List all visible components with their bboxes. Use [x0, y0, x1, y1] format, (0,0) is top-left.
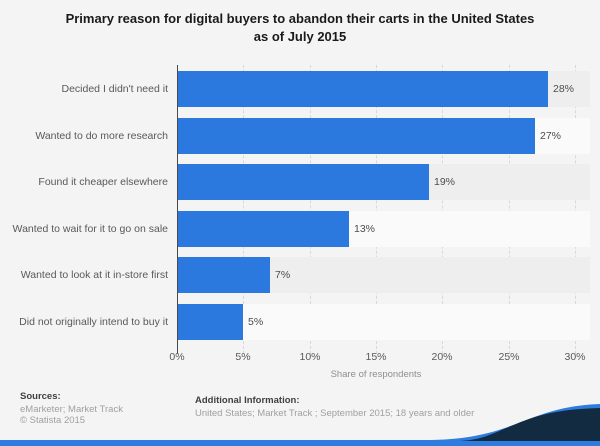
bar-3 — [177, 164, 429, 200]
category-label: Did not originally intend to buy it — [19, 316, 168, 328]
category-label: Wanted to look at it in-store first — [20, 269, 168, 281]
gridline-20% — [442, 65, 443, 354]
additional-info-heading: Additional Information: — [195, 395, 300, 406]
chart-title: Primary reason for digital buyers to aba… — [30, 10, 570, 46]
x-axis-title: Share of respondents — [330, 369, 422, 380]
sources-text: eMarketer; Market Track — [20, 403, 123, 415]
x-tick-label: 5% — [235, 351, 251, 363]
x-tick-label: 25% — [498, 351, 520, 363]
bar-1 — [177, 71, 548, 107]
gridline-10% — [310, 65, 311, 354]
sources-heading: Sources: — [20, 391, 61, 402]
gridline-5% — [243, 65, 244, 354]
x-tick-label: 15% — [365, 351, 387, 363]
category-label: Wanted to do more research — [35, 130, 168, 142]
bar-4 — [177, 211, 349, 247]
x-tick-label: 0% — [169, 351, 185, 363]
bar-5 — [177, 257, 270, 293]
bar-value-label: 7% — [275, 269, 291, 281]
chart-title-line1: Primary reason for digital buyers to aba… — [65, 11, 535, 26]
sources-block: Sources: eMarketer; Market Track © Stati… — [20, 391, 185, 427]
y-axis-line — [177, 65, 178, 354]
row-band — [177, 304, 590, 340]
chart-title-line2: as of July 2015 — [253, 29, 347, 44]
gridline-30% — [575, 65, 576, 354]
bar-value-label: 28% — [553, 83, 575, 95]
x-tick-label: 20% — [431, 351, 453, 363]
additional-info-text: United States; Market Track ; September … — [195, 407, 475, 419]
plot-area: 28% 27% 19% 13% 7% 5% — [177, 65, 590, 354]
gridline-15% — [376, 65, 377, 354]
bar-value-label: 13% — [354, 223, 376, 235]
copyright-text: © Statista 2015 — [20, 415, 86, 426]
bar-value-label: 5% — [248, 316, 264, 328]
additional-info-block: Additional Information: United States; M… — [195, 395, 495, 419]
x-tick-label: 30% — [564, 351, 586, 363]
bar-2 — [177, 118, 535, 154]
gridline-25% — [509, 65, 510, 354]
footer-swoosh-graphic — [0, 404, 600, 446]
statista-footer-banner: statista — [0, 400, 600, 446]
bar-value-label: 19% — [434, 176, 456, 188]
bar-6 — [177, 304, 243, 340]
category-label: Decided I didn't need it — [61, 83, 169, 95]
category-label: Found it cheaper elsewhere — [38, 176, 168, 188]
bar-value-label: 27% — [540, 130, 562, 142]
category-label: Wanted to wait for it to go on sale — [12, 223, 168, 235]
x-tick-label: 10% — [299, 351, 321, 363]
